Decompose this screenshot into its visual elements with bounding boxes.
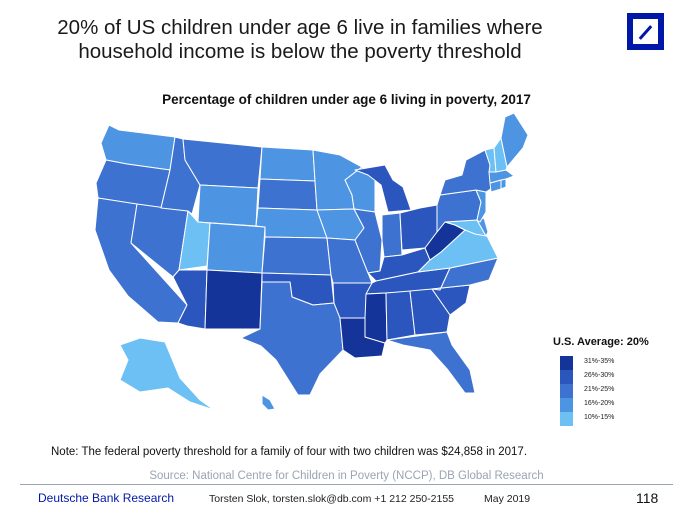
footer-divider [20, 484, 673, 485]
legend-item: 10%-15% [560, 412, 660, 426]
state-WY [197, 184, 259, 227]
state-CO [206, 222, 266, 274]
state-MS [364, 292, 388, 344]
footer-brand: Deutsche Bank Research [38, 491, 175, 505]
state-AK [119, 337, 215, 411]
page-number: 118 [636, 490, 659, 506]
legend-label: 31%-35% [584, 358, 615, 365]
legend-label: 16%-20% [584, 400, 615, 407]
map-title: Percentage of children under age 6 livin… [162, 92, 531, 107]
state-IN [381, 212, 403, 258]
legend-label: 10%-15% [584, 414, 615, 421]
state-FL [386, 331, 476, 394]
slide-title: 20% of US children under age 6 live in f… [20, 16, 580, 64]
footnote: Note: The federal poverty threshold for … [51, 446, 528, 458]
state-NM [204, 269, 263, 330]
footer-date: May 2019 [484, 493, 531, 505]
footer-contact: Torsten Slok, torsten.slok@db.com +1 212… [209, 493, 455, 505]
legend-item: 16%-20% [560, 398, 660, 412]
slide-title-line-2: household income is below the poverty th… [78, 40, 522, 63]
state-TX [240, 281, 344, 396]
legend-swatch [560, 384, 573, 398]
deutsche-bank-logo-icon [627, 13, 664, 50]
state-NH [493, 137, 508, 173]
state-ND [259, 146, 316, 182]
state-GA [409, 288, 451, 336]
slide-title-line-1: 20% of US children under age 6 live in f… [57, 16, 543, 39]
source-line: Source: National Centre for Children in … [149, 470, 544, 482]
state-NY [439, 149, 493, 196]
legend-label: 26%-30% [584, 372, 615, 379]
state-HI [261, 394, 276, 411]
legend-item: 26%-30% [560, 370, 660, 384]
legend-swatch [560, 398, 573, 412]
legend-label: 21%-25% [584, 386, 615, 393]
state-ME [500, 112, 529, 168]
state-RI [500, 178, 507, 190]
us-average-label: U.S. Average: 20% [553, 336, 649, 348]
legend-item: 31%-35% [560, 356, 660, 370]
legend-swatch [560, 356, 573, 370]
state-SD [257, 178, 318, 211]
legend-swatch [560, 370, 573, 384]
legend-item: 21%-25% [560, 384, 660, 398]
state-KS [261, 236, 332, 276]
state-VT [484, 147, 497, 173]
legend-swatch [560, 412, 573, 426]
state-NE [255, 207, 328, 239]
